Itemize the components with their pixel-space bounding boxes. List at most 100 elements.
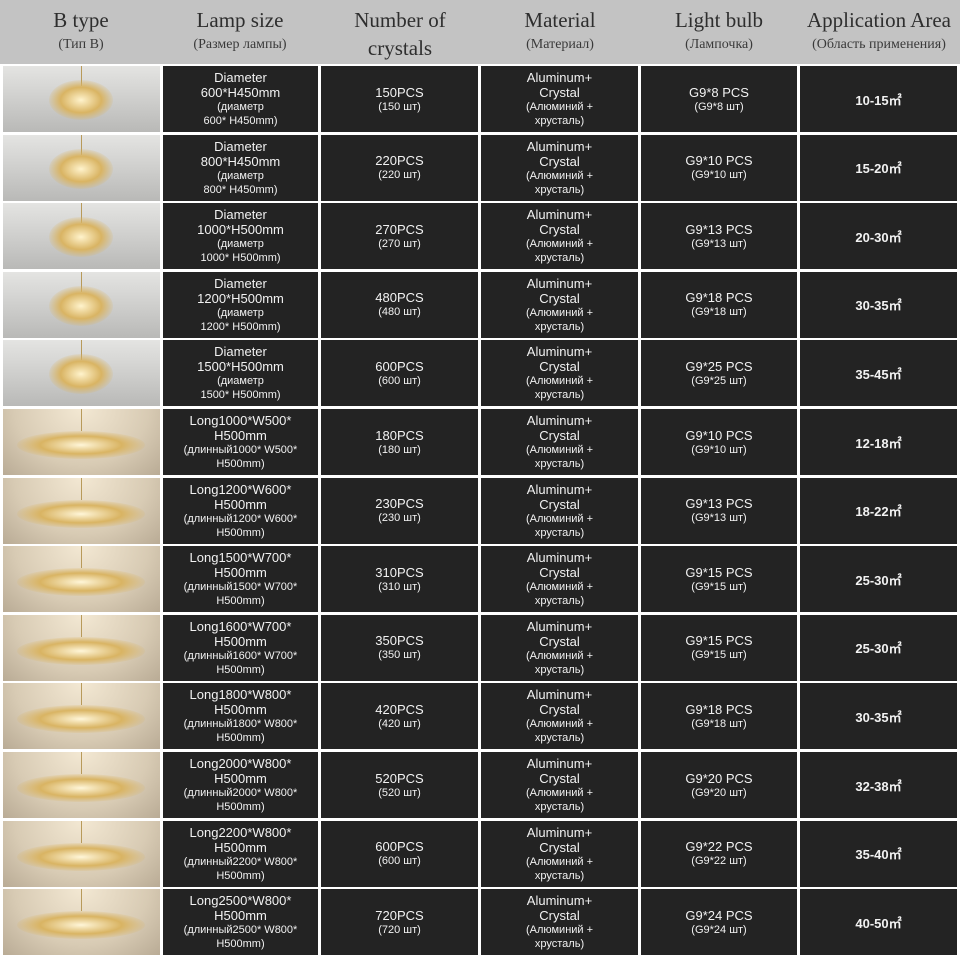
bulb-count: G9*18 PCS bbox=[685, 290, 753, 306]
size-label: Long2200*W800* bbox=[189, 824, 292, 840]
size-dimensions: 600*H450mm bbox=[200, 85, 281, 100]
material-cell: Aluminum+ Crystal (Алюминий + хрусталь) bbox=[481, 409, 638, 475]
size-label: Diameter bbox=[214, 275, 267, 291]
material-ru-1: (Алюминий + bbox=[525, 718, 594, 731]
bulb-count: G9*13 PCS bbox=[685, 496, 753, 512]
material-cell: Aluminum+ Crystal (Алюминий + хрусталь) bbox=[481, 203, 638, 270]
material-en-2: Crystal bbox=[539, 771, 580, 786]
material-en-1: Aluminum+ bbox=[526, 344, 593, 360]
material-ru-1: (Алюминий + bbox=[525, 169, 594, 182]
table-row: Long1500*W700* H500mm (длинный1500* W700* H… bbox=[0, 546, 960, 613]
material-cell: Aluminum+ Crystal (Алюминий + хрусталь) bbox=[481, 340, 638, 407]
crystals-count: 310PCS bbox=[375, 564, 424, 580]
lamp-size-cell: Long1200*W600* H500mm (длинный1200* W600* H… bbox=[163, 477, 318, 544]
product-thumbnail bbox=[3, 889, 160, 956]
size-label: Long1000*W500* bbox=[189, 413, 292, 428]
light-bulb-cell: G9*24 PCS (G9*24 шт) bbox=[641, 889, 797, 956]
table-row: Long1800*W800* H500mm (длинный1800* W800* H… bbox=[0, 683, 960, 750]
size-ru-dimensions: 600* H450mm) bbox=[203, 115, 278, 127]
application-area: 20-30㎡ bbox=[855, 229, 902, 245]
application-area: 30-35㎡ bbox=[855, 298, 902, 314]
table-row: Long2200*W800* H500mm (длинный2200* W800* H… bbox=[0, 820, 960, 887]
size-dimensions: 800*H450mm bbox=[200, 153, 281, 169]
lamp-size-cell: Diameter 1200*H500mm (диаметр 1200* H500mm) bbox=[163, 271, 318, 338]
table-row: Diameter 1200*H500mm (диаметр 1200* H500mm)… bbox=[0, 271, 960, 338]
material-en-1: Aluminum+ bbox=[526, 756, 593, 771]
size-ru-dimensions: H500mm) bbox=[216, 869, 265, 882]
header-title: Material bbox=[524, 8, 596, 32]
material-ru-1: (Алюминий + bbox=[525, 101, 594, 113]
product-thumbnail bbox=[3, 683, 160, 750]
size-ru: (длинный1800* W800* bbox=[183, 718, 298, 731]
product-thumbnail bbox=[3, 477, 160, 544]
material-en-2: Crystal bbox=[539, 908, 580, 924]
material-en-2: Crystal bbox=[539, 633, 580, 649]
size-ru: (диаметр bbox=[217, 238, 264, 251]
bulb-count: G9*13 PCS bbox=[685, 221, 753, 237]
crystals-cell: 310PCS (310 шт) bbox=[321, 546, 478, 613]
table-row: Diameter 600*H450mm (диаметр 600* H450mm) 15… bbox=[0, 66, 960, 132]
size-ru-dimensions: 1200* H500mm) bbox=[200, 320, 281, 333]
material-en-1: Aluminum+ bbox=[526, 687, 593, 703]
size-ru: (длинный1500* W700* bbox=[183, 581, 298, 594]
size-ru-dimensions: 1500* H500mm) bbox=[200, 389, 281, 402]
material-ru-1: (Алюминий + bbox=[525, 924, 594, 937]
material-en-2: Crystal bbox=[539, 359, 580, 375]
material-en-1: Aluminum+ bbox=[526, 893, 593, 909]
material-en-1: Aluminum+ bbox=[526, 481, 593, 497]
light-bulb-cell: G9*10 PCS (G9*10 шт) bbox=[641, 134, 797, 201]
area-cell: 18-22㎡ bbox=[800, 477, 957, 544]
crystals-count: 220PCS bbox=[375, 153, 424, 169]
area-cell: 30-35㎡ bbox=[800, 683, 957, 750]
bulb-count-ru: (G9*24 шт) bbox=[691, 923, 747, 936]
size-ru-dimensions: H500mm) bbox=[216, 801, 265, 813]
header-light-bulb: Light bulb (Лампочка) bbox=[640, 6, 798, 56]
lamp-size-cell: Diameter 600*H450mm (диаметр 600* H450mm) bbox=[163, 66, 318, 132]
light-bulb-cell: G9*15 PCS (G9*15 шт) bbox=[641, 546, 797, 613]
bulb-count: G9*18 PCS bbox=[685, 701, 753, 717]
bulb-count-ru: (G9*13 шт) bbox=[691, 512, 747, 525]
crystals-cell: 230PCS (230 шт) bbox=[321, 477, 478, 544]
crystals-count-ru: (270 шт) bbox=[378, 237, 421, 250]
crystals-count-ru: (350 шт) bbox=[378, 649, 421, 662]
size-dimensions: H500mm bbox=[214, 633, 267, 649]
header-subtitle: (Лампочка) bbox=[685, 37, 753, 52]
crystals-cell: 220PCS (220 шт) bbox=[321, 134, 478, 201]
application-area: 15-20㎡ bbox=[855, 161, 902, 177]
table-row: Long2500*W800* H500mm (длинный2500* W800* H… bbox=[0, 889, 960, 956]
material-cell: Aluminum+ Crystal (Алюминий + хрусталь) bbox=[481, 820, 638, 887]
material-en-2: Crystal bbox=[539, 702, 580, 718]
header-title: Light bulb bbox=[674, 8, 764, 32]
area-cell: 20-30㎡ bbox=[800, 203, 957, 270]
material-en-1: Aluminum+ bbox=[526, 275, 593, 291]
material-ru-2: хрусталь) bbox=[534, 458, 585, 470]
material-ru-1: (Алюминий + bbox=[525, 306, 594, 319]
bulb-count: G9*10 PCS bbox=[685, 427, 753, 443]
size-ru-dimensions: H500mm) bbox=[216, 595, 265, 608]
size-dimensions: H500mm bbox=[214, 428, 267, 443]
application-area: 25-30㎡ bbox=[855, 641, 902, 657]
table-row: Long1600*W700* H500mm (длинный1600* W700* H… bbox=[0, 614, 960, 681]
crystals-count-ru: (420 шт) bbox=[378, 717, 421, 730]
size-label: Diameter bbox=[214, 70, 267, 85]
material-ru-2: хрусталь) bbox=[534, 115, 585, 127]
bulb-count-ru: (G9*22 шт) bbox=[691, 855, 747, 868]
material-en-1: Aluminum+ bbox=[526, 70, 593, 85]
crystals-count: 180PCS bbox=[375, 427, 424, 443]
product-thumbnail bbox=[3, 546, 160, 613]
product-thumbnail bbox=[3, 271, 160, 338]
crystals-count-ru: (310 шт) bbox=[378, 580, 421, 593]
material-ru-1: (Алюминий + bbox=[525, 649, 594, 662]
material-ru-2: хрусталь) bbox=[534, 732, 585, 745]
size-ru: (диаметр bbox=[217, 306, 264, 319]
material-ru-2: хрусталь) bbox=[534, 595, 585, 608]
header-subtitle: (Область применения) bbox=[812, 37, 946, 52]
material-cell: Aluminum+ Crystal (Алюминий + хрусталь) bbox=[481, 66, 638, 132]
size-ru-dimensions: H500mm) bbox=[216, 938, 265, 951]
bulb-count-ru: (G9*8 шт) bbox=[694, 100, 744, 113]
crystals-count-ru: (480 шт) bbox=[378, 306, 421, 319]
bulb-count-ru: (G9*18 шт) bbox=[691, 306, 747, 319]
size-label: Long2000*W800* bbox=[189, 756, 292, 771]
crystals-cell: 150PCS (150 шт) bbox=[321, 66, 478, 132]
table-row: Diameter 800*H450mm (диаметр 800* H450mm) 22… bbox=[0, 134, 960, 201]
